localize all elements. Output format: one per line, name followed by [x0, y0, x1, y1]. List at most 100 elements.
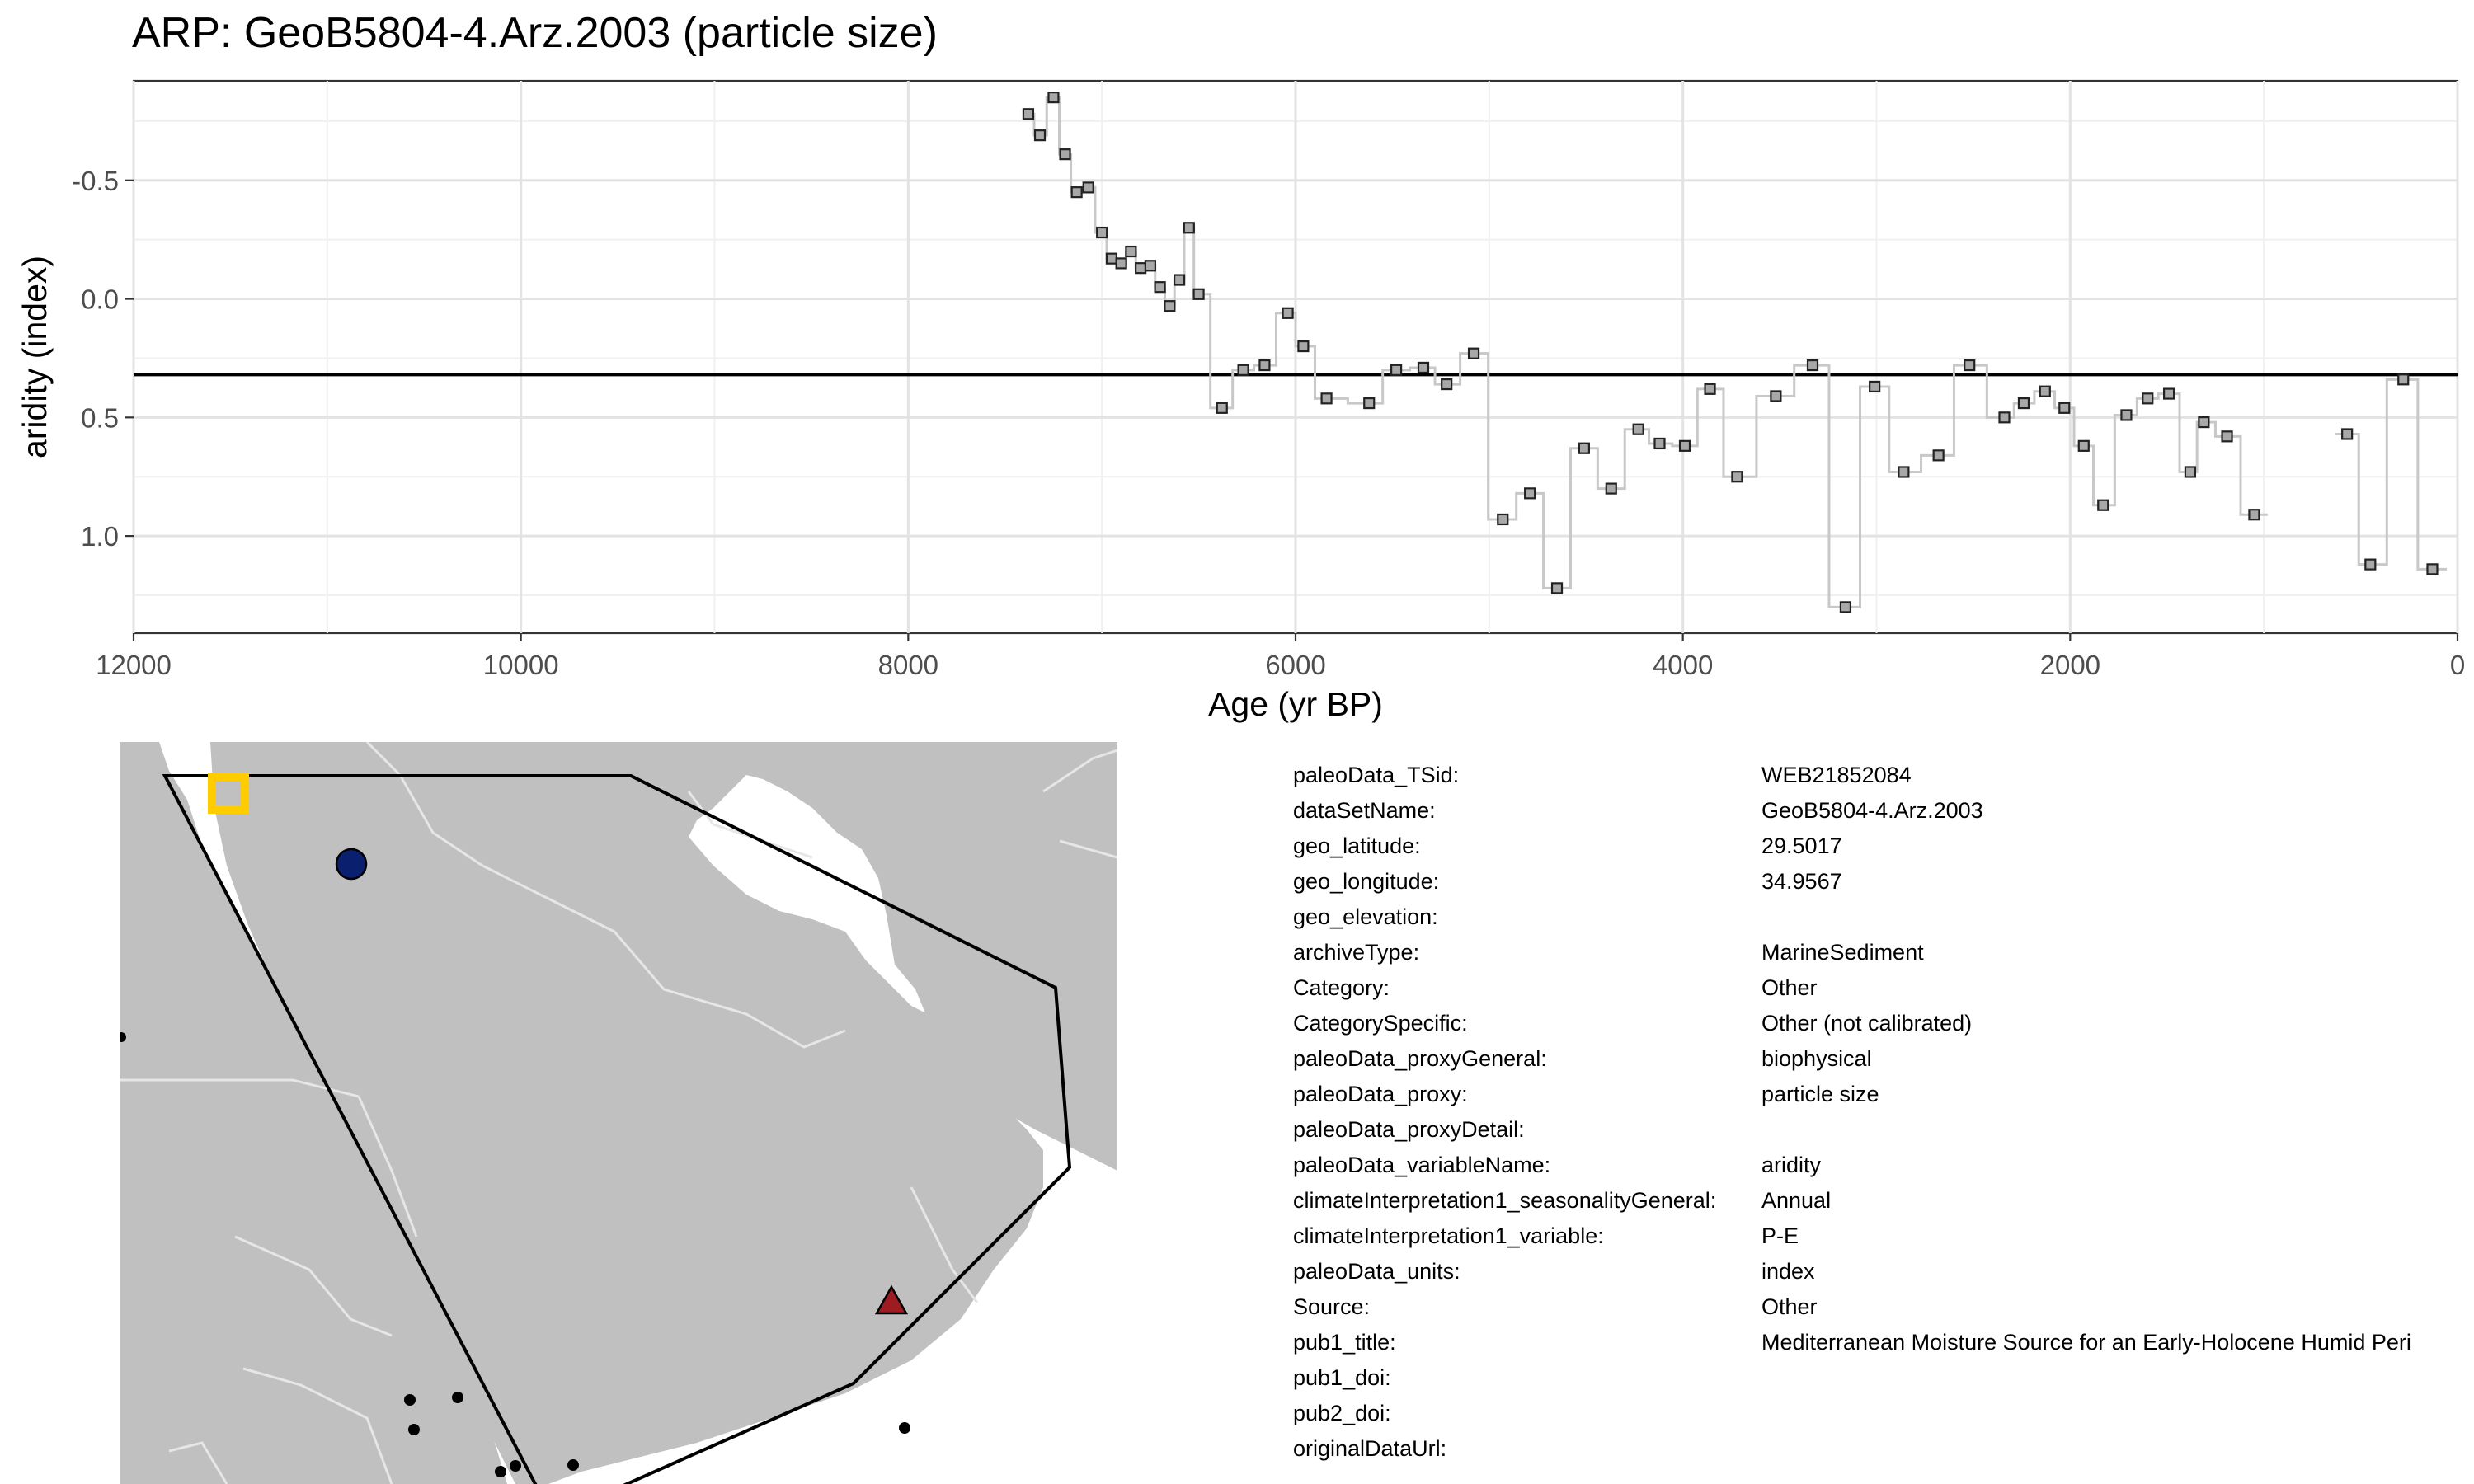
- data-point: [1047, 92, 1060, 104]
- metadata-value: aridity: [1761, 1153, 1822, 1177]
- step-line-segment: [2335, 378, 2448, 571]
- metadata-row: paleoData_proxyDetail:: [1293, 1117, 2474, 1153]
- metadata-panel: paleoData_TSid: WEB21852084 dataSetName: Ge…: [1293, 763, 2474, 1480]
- border-segment: [687, 791, 813, 859]
- metadata-value: index: [1761, 1259, 1815, 1284]
- data-point: [1297, 340, 1310, 353]
- metadata-row: originalDataUrl:: [1293, 1436, 2474, 1472]
- metadata-row: climateInterpretation1_variable: P-E: [1293, 1223, 2474, 1259]
- data-point: [1059, 148, 1071, 161]
- metadata-value: WEB21852084: [1761, 763, 1912, 787]
- data-point: [1550, 582, 1564, 594]
- x-tick-label: 4000: [1653, 650, 1713, 680]
- data-point: [1144, 260, 1156, 272]
- metadata-value: Other (not calibrated): [1761, 1011, 1973, 1036]
- data-point: [1578, 442, 1591, 454]
- metadata-row: archiveType: MarineSediment: [1293, 940, 2474, 975]
- search-region-outline: [162, 774, 1072, 1484]
- data-point: [1082, 181, 1094, 194]
- metadata-row: paleoData_variableName: aridity: [1293, 1153, 2474, 1188]
- y-tick-label: -0.5: [72, 166, 119, 196]
- data-point: [2077, 439, 2090, 452]
- data-point: [1033, 129, 1047, 142]
- y-axis: -0.5 0.0 0.5 1.0: [72, 166, 134, 552]
- metadata-row: geo_latitude: 29.5017: [1293, 834, 2474, 869]
- data-point: [1441, 378, 1453, 391]
- metadata-row: paleoData_proxy: particle size: [1293, 1082, 2474, 1117]
- metadata-key: geo_elevation:: [1293, 904, 1438, 929]
- border-segment: [1042, 749, 1117, 793]
- data-point: [1932, 449, 1945, 462]
- country-borders: [120, 742, 1117, 1484]
- data-point: [1497, 513, 1509, 526]
- series-points: [1022, 92, 2439, 613]
- record-dot: [452, 1392, 463, 1403]
- data-point: [2017, 397, 2030, 410]
- metadata-row: geo_longitude: 34.9567: [1293, 869, 2474, 904]
- data-point: [1467, 347, 1480, 359]
- data-point: [1105, 252, 1118, 265]
- x-axis: 12000 10000 8000 6000 4000 2000 0: [96, 633, 2465, 680]
- metadata-value: Mediterranean Moisture Source for an Ear…: [1761, 1330, 2411, 1355]
- metadata-value: 34.9567: [1761, 869, 1842, 894]
- red-triangle-record: [874, 1284, 909, 1315]
- x-axis-label: Age (yr BP): [1208, 685, 1383, 723]
- record-dot: [495, 1466, 506, 1477]
- border-segment: [1059, 839, 1117, 859]
- y-tick-label: 0.0: [81, 284, 119, 315]
- data-point: [1678, 439, 1691, 452]
- data-point: [1237, 364, 1249, 376]
- data-point: [1258, 359, 1271, 372]
- data-point: [1320, 392, 1333, 405]
- data-point: [1115, 257, 1127, 270]
- data-point: [2221, 430, 2233, 443]
- data-point: [1632, 423, 1644, 435]
- metadata-row: paleoData_proxyGeneral: biophysical: [1293, 1046, 2474, 1082]
- metadata-key: paleoData_proxyGeneral:: [1293, 1046, 1547, 1071]
- data-point: [2364, 558, 2377, 571]
- data-point: [2120, 409, 2133, 421]
- x-tick-label: 12000: [96, 650, 172, 680]
- metadata-value: MarineSediment: [1761, 940, 1924, 965]
- metadata-key: Category:: [1293, 975, 1390, 1000]
- data-point: [2426, 563, 2439, 575]
- blue-circle-record: [335, 848, 368, 881]
- metadata-row: pub2_doi:: [1293, 1401, 2474, 1436]
- x-tick-label: 10000: [483, 650, 559, 680]
- border-segment: [242, 1367, 393, 1484]
- data-point: [1998, 411, 2011, 424]
- metadata-key: Source:: [1293, 1294, 1371, 1319]
- data-point: [1154, 281, 1166, 294]
- metadata-row: Category: Other: [1293, 975, 2474, 1011]
- y-axis-label: aridity (index): [16, 256, 54, 458]
- metadata-value: P-E: [1761, 1223, 1799, 1248]
- metadata-key: paleoData_variableName:: [1293, 1153, 1551, 1177]
- data-point: [1898, 466, 1910, 478]
- chart-title: ARP: GeoB5804-4.Arz.2003 (particle size): [132, 9, 938, 57]
- record-dot: [120, 1032, 126, 1042]
- region-map: [120, 742, 1117, 1484]
- land-africa: [120, 742, 507, 1484]
- data-point: [1070, 186, 1083, 199]
- data-point: [1524, 487, 1536, 500]
- y-tick-label: 0.5: [81, 402, 119, 433]
- data-point: [1653, 437, 1666, 450]
- major-gridlines: [132, 81, 2459, 633]
- metadata-key: archiveType:: [1293, 940, 1420, 965]
- current-site-marker: [208, 773, 249, 814]
- data-point: [1605, 482, 1617, 495]
- record-dot: [408, 1424, 420, 1435]
- metadata-row: climateInterpretation1_seasonalityGenera…: [1293, 1188, 2474, 1223]
- data-point: [1964, 359, 1976, 372]
- data-point: [2397, 373, 2410, 386]
- data-point: [1164, 300, 1176, 312]
- data-point: [1022, 108, 1035, 120]
- metadata-value: biophysical: [1761, 1046, 1872, 1071]
- metadata-key: geo_longitude:: [1293, 869, 1440, 894]
- metadata-value: 29.5017: [1761, 834, 1842, 858]
- data-point: [1839, 601, 1852, 613]
- data-point: [1731, 471, 1743, 483]
- border-segment: [168, 1441, 228, 1484]
- metadata-row: paleoData_TSid: WEB21852084: [1293, 763, 2474, 798]
- metadata-key: pub2_doi:: [1293, 1401, 1391, 1425]
